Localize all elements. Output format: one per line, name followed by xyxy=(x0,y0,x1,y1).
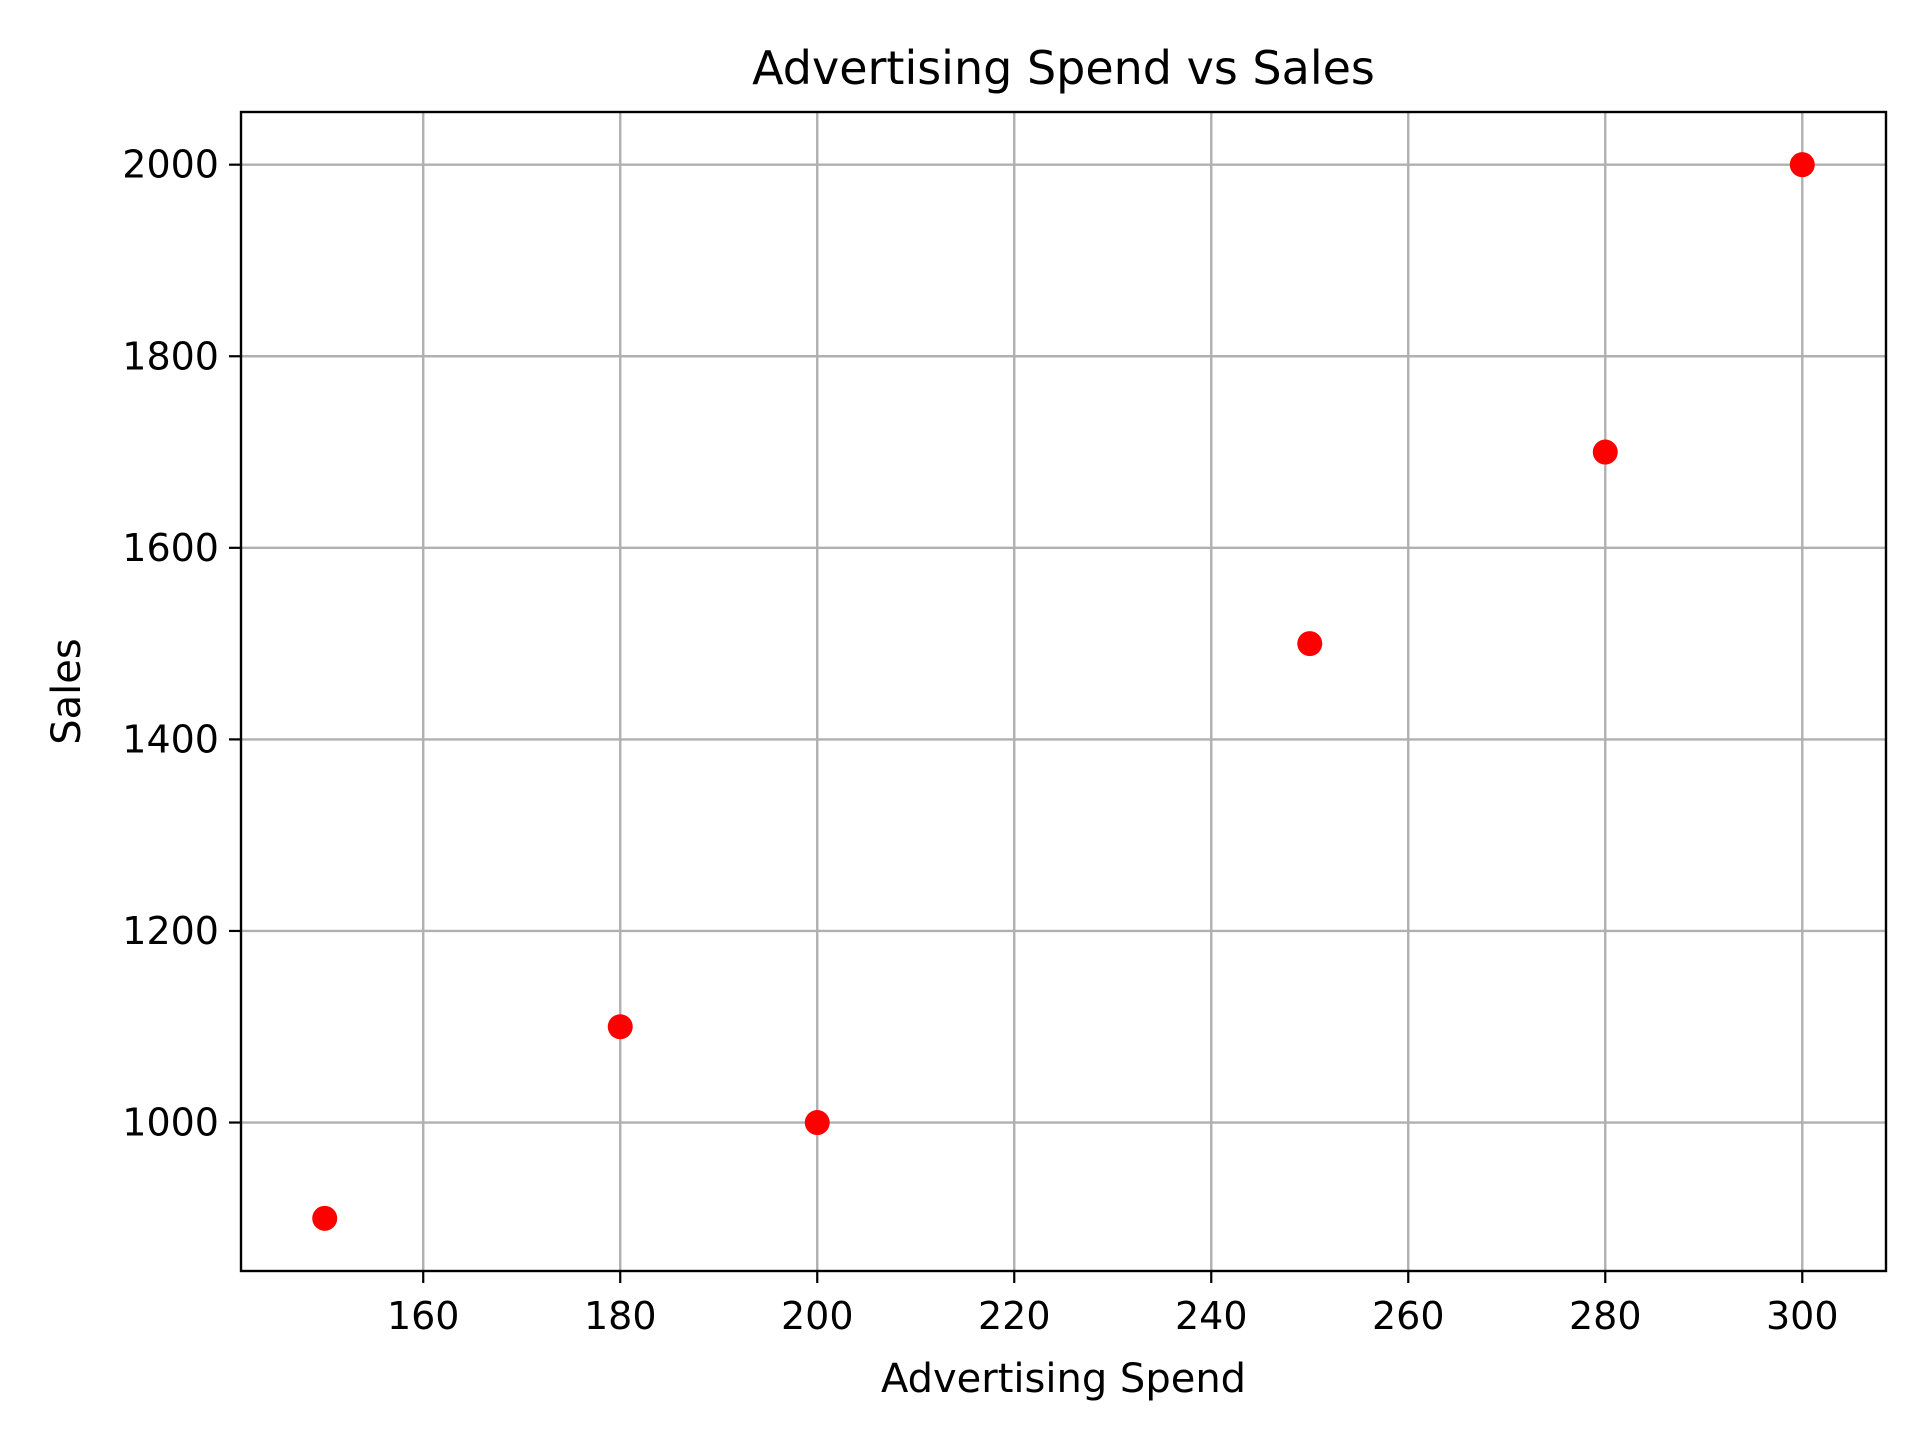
plot-area-frame xyxy=(239,110,1888,1273)
data-point xyxy=(1789,152,1815,178)
data-points xyxy=(312,152,1815,1231)
y-tick-label: 1400 xyxy=(122,717,219,761)
x-tick-label: 200 xyxy=(781,1294,854,1338)
y-tick-label: 1600 xyxy=(122,526,219,570)
y-tick-label: 1000 xyxy=(122,1101,219,1145)
x-tick-label: 260 xyxy=(1372,1294,1445,1338)
data-point xyxy=(1592,439,1618,465)
x-tick-label: 300 xyxy=(1766,1294,1839,1338)
x-tick-label: 160 xyxy=(387,1294,460,1338)
x-tick-label: 180 xyxy=(584,1294,657,1338)
x-tick-label: 220 xyxy=(978,1294,1051,1338)
y-tick-label: 2000 xyxy=(122,143,219,187)
data-point xyxy=(312,1205,338,1231)
data-point xyxy=(1297,631,1323,657)
y-tick-label: 1800 xyxy=(122,334,219,378)
x-axis-label: Advertising Spend xyxy=(881,1356,1246,1402)
data-point xyxy=(607,1014,633,1040)
x-tick-label: 240 xyxy=(1175,1294,1248,1338)
axis-ticks: 160 180 200 220 240 260 280 300 1000 1200 1400 1600… xyxy=(122,143,1838,1338)
x-tick-label: 280 xyxy=(1569,1294,1642,1338)
grid xyxy=(241,112,1886,1271)
data-point xyxy=(804,1110,830,1136)
chart-title: Advertising Spend vs Sales xyxy=(752,41,1375,95)
y-axis-label: Sales xyxy=(44,638,90,744)
y-tick-label: 1200 xyxy=(122,909,219,953)
